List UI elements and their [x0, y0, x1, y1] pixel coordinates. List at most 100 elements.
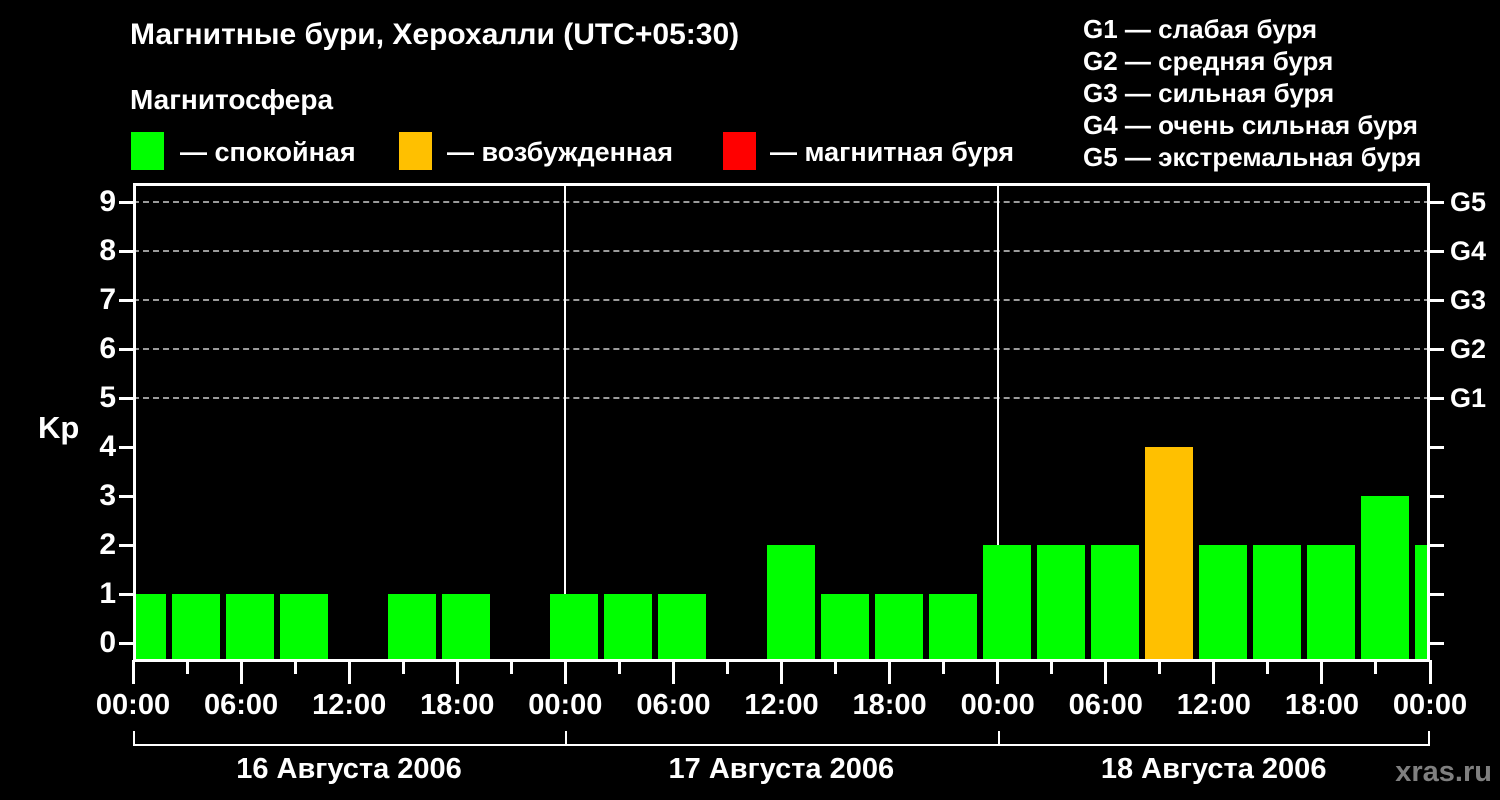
y-axis-label-9: 9	[99, 185, 116, 218]
y-axis-label-8: 8	[99, 234, 116, 267]
day-separator	[564, 183, 567, 662]
y-axis-tick-right	[1430, 397, 1444, 400]
y-axis-tick-left	[119, 250, 133, 253]
date-label: 16 Августа 2006	[236, 753, 462, 785]
x-axis-major-tick	[563, 660, 567, 684]
time-label: 00:00	[528, 689, 603, 721]
x-axis-minor-tick	[617, 660, 621, 674]
y-axis-tick-left	[119, 593, 133, 596]
date-bracket-cap	[133, 731, 135, 746]
date-bracket-cap	[997, 731, 1000, 746]
kp-bar-13	[820, 594, 869, 662]
kp-bar-17	[1036, 545, 1085, 662]
kp-bar-12	[766, 545, 815, 662]
kp-bar-16	[982, 545, 1031, 662]
kp-bar-20	[1198, 545, 1247, 662]
y-axis-tick-left	[119, 348, 133, 351]
kp-bar-2	[226, 594, 275, 662]
y-axis-tick-left	[119, 544, 133, 547]
time-label: 00:00	[960, 689, 1035, 721]
x-axis-major-tick	[347, 660, 351, 684]
kp-bar-22	[1306, 545, 1355, 662]
x-axis-major-tick	[1212, 660, 1216, 684]
kp-bar-18	[1090, 545, 1139, 662]
right-axis-label-G2: G2	[1450, 334, 1487, 364]
date-bracket-cap	[565, 731, 568, 746]
y-axis-tick-left	[119, 201, 133, 204]
time-label: 12:00	[312, 689, 387, 721]
right-axis-label-G4: G4	[1450, 236, 1487, 266]
quiet-label: — спокойная	[180, 137, 356, 167]
chart-subtitle: Магнитосфера	[130, 84, 334, 115]
y-axis-tick-left	[119, 446, 133, 449]
gridline-kp8	[133, 250, 1430, 252]
kp-bar-1	[172, 594, 221, 662]
x-axis-major-tick	[455, 660, 459, 684]
plot-area	[133, 183, 1430, 662]
gridline-kp7	[133, 299, 1430, 301]
date-label: 17 Августа 2006	[668, 753, 895, 785]
kp-bar-3	[280, 594, 329, 662]
y-axis-tick-right	[1430, 299, 1444, 302]
time-label: 18:00	[852, 689, 927, 721]
kp-bar-5	[388, 594, 437, 662]
x-axis-minor-tick	[834, 660, 838, 674]
kp-bar-15	[928, 594, 977, 662]
y-axis-label-7: 7	[99, 283, 116, 316]
right-axis-label-G3: G3	[1450, 285, 1487, 315]
x-axis-minor-tick	[1266, 660, 1270, 674]
y-axis-label-2: 2	[99, 528, 116, 561]
y-axis-tick-left	[119, 397, 133, 400]
y-axis-tick-right	[1430, 642, 1444, 645]
y-axis-label-4: 4	[99, 430, 116, 463]
y-axis-tick-right	[1430, 544, 1444, 547]
y-axis-label-0: 0	[99, 626, 116, 659]
y-axis-label-1: 1	[99, 577, 116, 610]
time-label: 06:00	[636, 689, 711, 721]
watermark: xras.ru	[1395, 756, 1492, 788]
chart-title: Магнитные бури, Херохалли (UTC+05:30)	[130, 18, 740, 51]
x-axis-minor-tick	[942, 660, 946, 674]
storm-scale-item-G1: G1 — слабая буря	[1083, 14, 1318, 44]
storm-scale-item-G5: G5 — экстремальная буря	[1083, 142, 1422, 172]
quiet-swatch	[131, 132, 164, 170]
x-axis-major-tick	[1104, 660, 1108, 684]
y-axis-tick-left	[119, 495, 133, 498]
gridline-kp6	[133, 348, 1430, 350]
time-label: 06:00	[1068, 689, 1143, 721]
kp-bar-0	[133, 594, 166, 662]
x-axis-major-tick	[131, 660, 135, 684]
x-axis-major-tick	[1428, 660, 1432, 684]
kp-bar-23	[1360, 496, 1409, 662]
y-axis-label-3: 3	[99, 479, 116, 512]
storm-scale-legend: G1 — слабая буря G2 — средняя буря G3 — си…	[1083, 13, 1421, 173]
x-axis-major-tick	[888, 660, 892, 684]
x-axis-major-tick	[780, 660, 783, 684]
y-axis-tick-right	[1430, 593, 1444, 596]
time-label: 12:00	[1176, 689, 1251, 721]
gridline-kp9	[133, 201, 1430, 203]
x-axis-minor-tick	[1374, 660, 1378, 674]
y-axis-label-6: 6	[99, 332, 116, 365]
right-axis-label-G5: G5	[1450, 187, 1487, 217]
y-axis-tick-right	[1430, 348, 1444, 351]
kp-bar-14	[874, 594, 923, 662]
x-axis-minor-tick	[1050, 660, 1054, 674]
y-axis-label-5: 5	[99, 381, 116, 414]
kp-bar-19	[1144, 447, 1193, 662]
y-axis-tick-right	[1430, 495, 1444, 498]
y-axis-tick-right	[1430, 250, 1444, 253]
right-axis-label-G1: G1	[1450, 383, 1487, 413]
active-swatch	[399, 132, 432, 170]
x-axis-minor-tick	[401, 660, 405, 674]
kp-bar-24	[1415, 545, 1430, 662]
storm-scale-item-G3: G3 — сильная буря	[1083, 78, 1335, 108]
x-axis-minor-tick	[725, 660, 729, 674]
time-label: 12:00	[744, 689, 819, 721]
kp-bar-6	[442, 594, 491, 662]
gridline-kp5	[133, 397, 1430, 399]
kp-bar-9	[604, 594, 653, 662]
x-axis-minor-tick	[293, 660, 297, 674]
x-axis-major-tick	[239, 660, 243, 684]
